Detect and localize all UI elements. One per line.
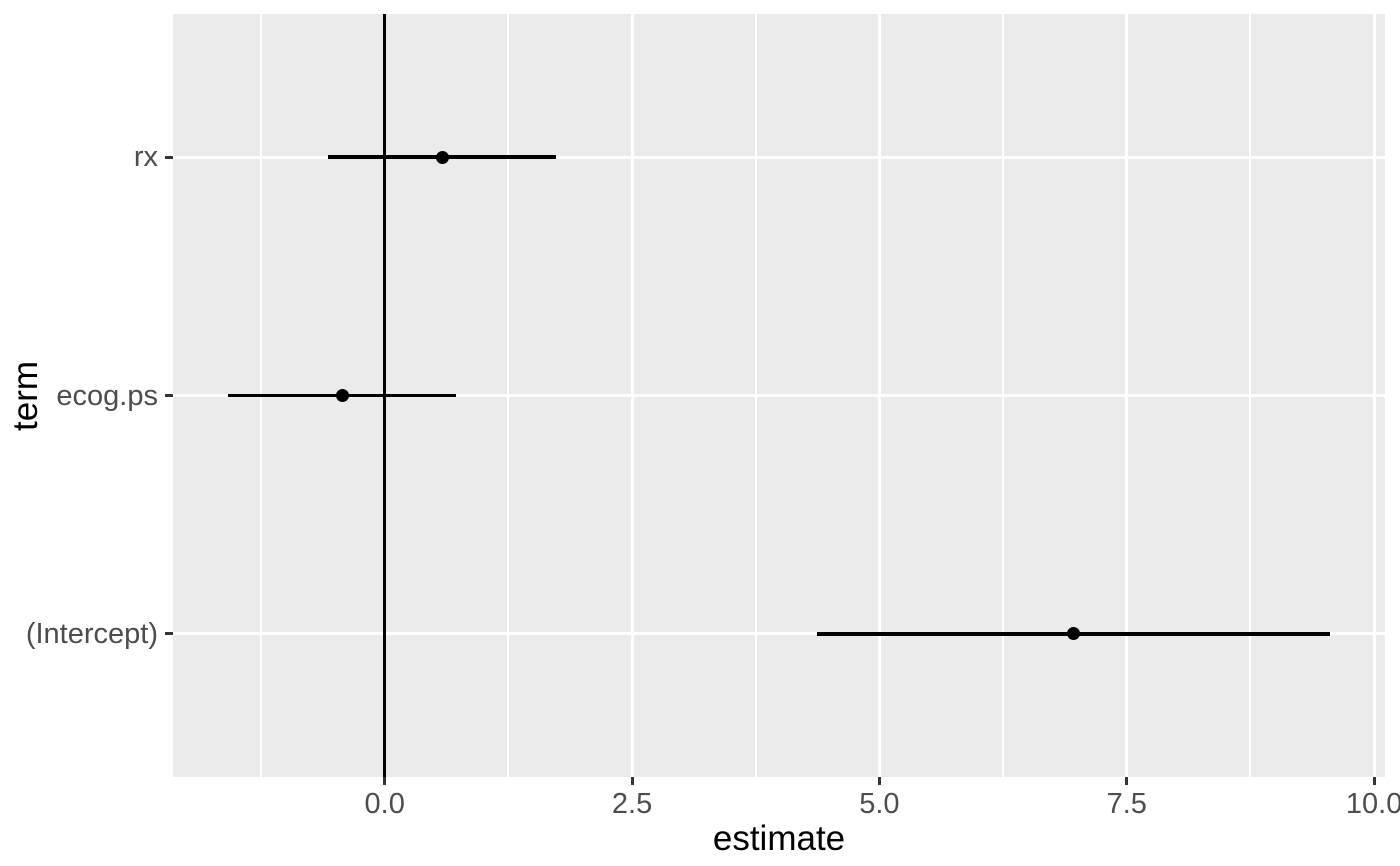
y-gridline-major — [173, 394, 1385, 397]
plot-panel — [173, 14, 1385, 777]
x-tick-label: 0.0 — [364, 788, 405, 820]
point-estimate — [335, 389, 349, 402]
x-tick-mark — [1125, 777, 1129, 785]
x-tick-label: 2.5 — [611, 788, 653, 820]
y-tick-mark — [165, 394, 173, 397]
x-tick-label: 7.5 — [1106, 788, 1147, 820]
x-axis-title: estimate — [712, 819, 846, 858]
x-tick-mark — [877, 777, 881, 785]
y-tick-label: (Intercept) — [25, 617, 158, 650]
x-tick-label: 10.0 — [1345, 788, 1400, 820]
x-tick-mark — [1372, 777, 1376, 785]
y-gridline-major — [173, 155, 1385, 159]
y-tick-mark — [165, 632, 173, 636]
y-tick-label: ecog.ps — [56, 379, 158, 412]
y-tick-label: rx — [133, 141, 158, 174]
x-tick-label: 5.0 — [859, 788, 900, 820]
x-tick-mark — [630, 777, 634, 785]
y-gridline-major — [173, 632, 1385, 636]
x-tick-mark — [383, 777, 387, 785]
y-axis-title: term — [6, 361, 45, 431]
point-estimate — [435, 150, 449, 164]
y-tick-mark — [165, 155, 173, 159]
point-estimate — [1066, 627, 1080, 641]
